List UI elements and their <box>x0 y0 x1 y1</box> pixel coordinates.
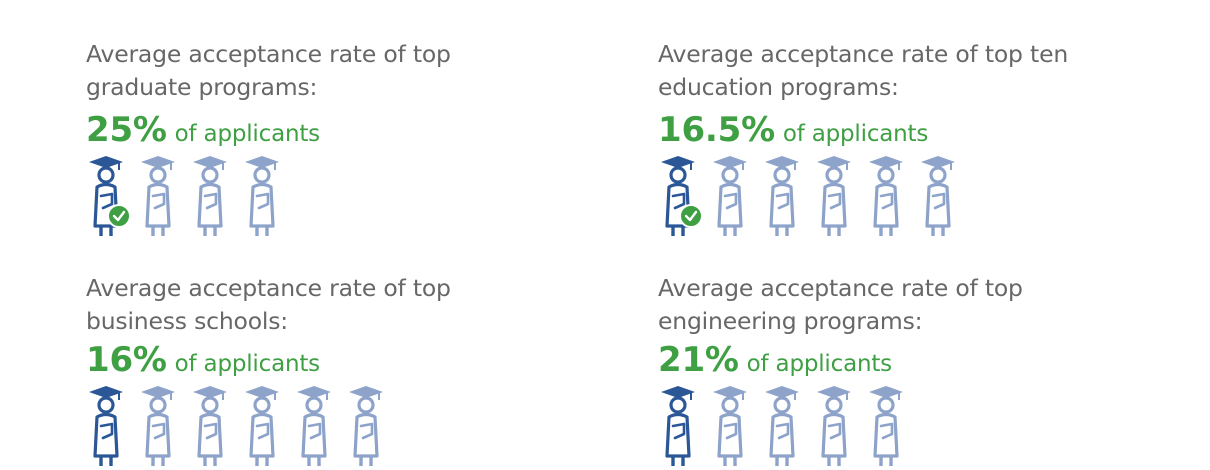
percent-suffix: of applicants <box>746 351 892 377</box>
acceptance-stat: 25% of applicants <box>86 110 526 150</box>
graduate-person-icon <box>190 386 234 470</box>
panel-heading: Average acceptance rate of top graduate … <box>86 38 526 104</box>
panel-heading: Average acceptance rate of top business … <box>86 272 526 338</box>
heading-line-2: business schools: <box>86 307 288 335</box>
acceptance-stat: 21% of applicants <box>658 340 1098 380</box>
percent-value: 25% <box>86 110 167 150</box>
check-circle-icon <box>107 204 131 228</box>
graduate-person-icon <box>814 386 858 470</box>
graduate-person-icon-accepted <box>658 386 702 470</box>
acceptance-panel-engineering: Average acceptance rate of top engineeri… <box>658 272 1098 470</box>
percent-suffix: of applicants <box>174 351 320 377</box>
percent-value: 16.5% <box>658 110 775 150</box>
acceptance-stat: 16% of applicants <box>86 340 526 380</box>
panel-heading: Average acceptance rate of top ten educa… <box>658 38 1098 104</box>
icon-row <box>658 386 1098 470</box>
graduate-person-icon <box>138 156 182 240</box>
graduate-person-icon <box>762 156 806 240</box>
percent-suffix: of applicants <box>782 121 929 147</box>
percent-suffix: of applicants <box>174 121 320 147</box>
icon-row <box>658 156 1098 240</box>
heading-line-1: Average acceptance rate of top ten <box>658 40 1069 68</box>
graduate-person-icon <box>242 156 286 240</box>
acceptance-panel-business: Average acceptance rate of top business … <box>86 272 526 470</box>
check-circle-icon <box>679 204 703 228</box>
graduate-person-icon-accepted <box>86 156 131 240</box>
heading-line-1: Average acceptance rate of top <box>86 40 451 68</box>
graduate-person-icon <box>814 156 858 240</box>
graduate-person-icon <box>762 386 806 470</box>
graduate-person-icon <box>346 386 390 470</box>
heading-line-2: graduate programs: <box>86 73 318 101</box>
graduate-person-icon <box>710 156 754 240</box>
heading-line-2: engineering programs: <box>658 307 923 335</box>
graduate-person-icon <box>294 386 338 470</box>
graduate-person-icon <box>710 386 754 470</box>
percent-value: 16% <box>86 340 167 380</box>
graduate-person-icon-accepted <box>658 156 703 240</box>
percent-value: 21% <box>658 340 739 380</box>
graduate-person-icon <box>918 156 962 240</box>
graduate-person-icon <box>866 156 910 240</box>
heading-line-1: Average acceptance rate of top <box>86 274 451 302</box>
heading-line-2: education programs: <box>658 73 899 101</box>
graduate-person-icon <box>138 386 182 470</box>
graduate-person-icon <box>242 386 286 470</box>
acceptance-panel-education: Average acceptance rate of top ten educa… <box>658 38 1098 240</box>
icon-row <box>86 156 526 240</box>
acceptance-panel-graduate: Average acceptance rate of top graduate … <box>86 38 526 240</box>
heading-line-1: Average acceptance rate of top <box>658 274 1023 302</box>
icon-row <box>86 386 526 470</box>
panel-heading: Average acceptance rate of top engineeri… <box>658 272 1098 338</box>
graduate-person-icon-accepted <box>86 386 130 470</box>
graduate-person-icon <box>866 386 910 470</box>
acceptance-stat: 16.5% of applicants <box>658 110 1098 150</box>
graduate-person-icon <box>190 156 234 240</box>
